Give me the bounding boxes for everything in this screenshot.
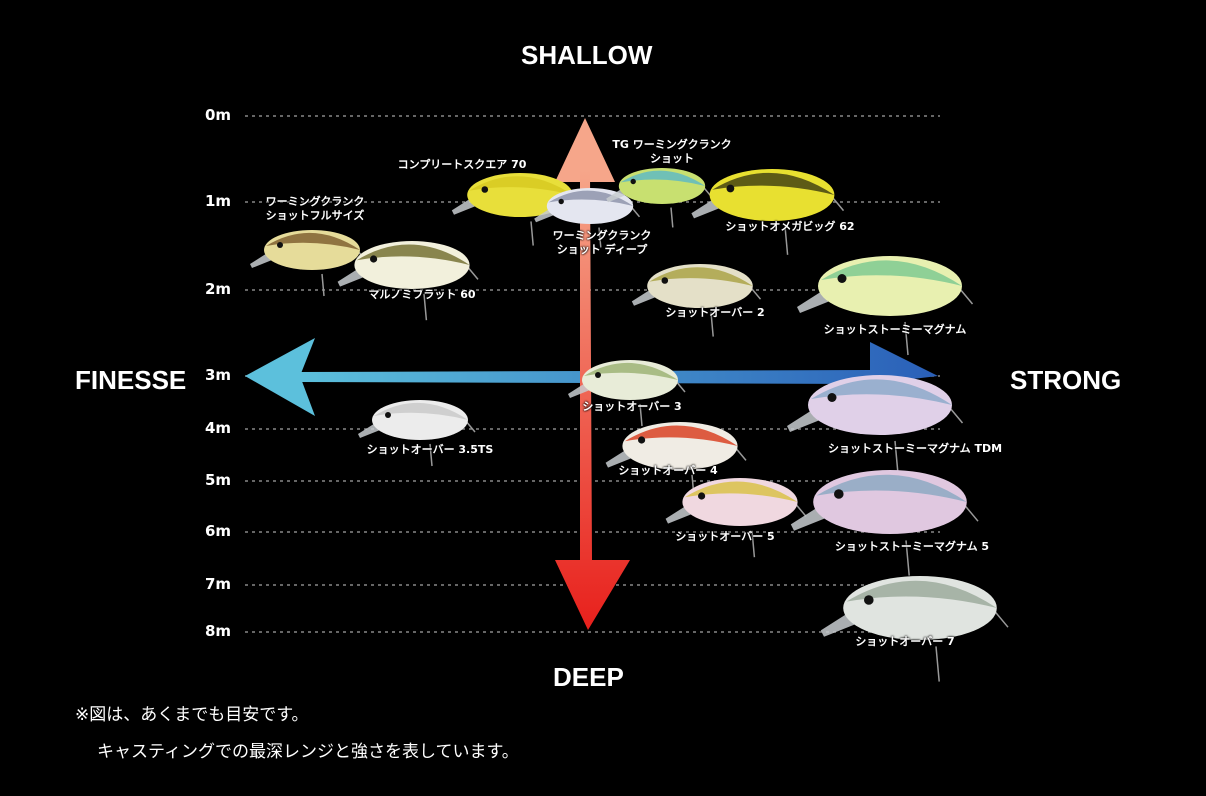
lure-image	[797, 256, 974, 356]
lure-image	[787, 375, 964, 475]
finesse-arrowhead	[245, 338, 315, 416]
lure-name-label: ショットオーバー 5	[675, 530, 775, 543]
depth-label: 2m	[205, 280, 232, 298]
lure-name-label: ショットストーミーマグナム 5	[834, 540, 990, 553]
lure-name-label: ワーミングクランク ショット ディープ	[552, 229, 652, 256]
shallow-label: SHALLOW	[521, 40, 653, 70]
lure-name-label: ショットオメガビッグ 62	[725, 220, 855, 233]
depth-label: 7m	[205, 575, 232, 593]
note-line-1: ※図は、あくまでも目安です。	[75, 705, 309, 725]
depth-label: 1m	[205, 192, 232, 210]
note-line-2: キャスティングでの最深レンジと強さを表しています。	[97, 742, 519, 762]
finesse-label: FINESSE	[75, 365, 187, 395]
lure-image	[790, 470, 979, 576]
lure-image	[358, 400, 476, 467]
depth-label: 0m	[205, 106, 232, 124]
lure-image	[820, 576, 1009, 682]
lure-name-label: ショットオーバー 4	[618, 464, 718, 477]
lure-name-label: ショットオーバー 3	[582, 400, 682, 413]
shallow-arrowhead	[555, 118, 615, 182]
lure-name-label: TG ワーミングクランク ショット	[612, 138, 732, 165]
depth-label: 5m	[205, 471, 232, 489]
lure-image	[691, 169, 845, 255]
lure-name-label: ワーミングクランク ショットフルサイズ	[265, 195, 365, 222]
deep-label: DEEP	[553, 662, 624, 692]
lure-name-label: ショットオーバー 3.5TS	[366, 443, 494, 456]
depth-label: 8m	[205, 622, 232, 640]
strong-label: STRONG	[1010, 365, 1122, 395]
lure-name-label: マルノミフラット 60	[368, 288, 476, 301]
lure-image	[605, 422, 747, 502]
lure-name-label: ショットストーミーマグナム TDM	[827, 442, 1003, 455]
lure-image	[665, 478, 807, 558]
lure-image	[337, 241, 479, 321]
lure-image	[568, 360, 686, 427]
lure-image	[606, 168, 713, 228]
lure-name-label: ショットオーバー 7	[855, 635, 955, 648]
depth-label: 6m	[205, 522, 232, 540]
lure-name-label: コンプリートスクエア 70	[397, 158, 527, 171]
strong-arrow	[300, 342, 938, 384]
lure-image	[250, 230, 368, 297]
lure-name-label: ショットストーミーマグナム	[823, 323, 967, 336]
lure-image	[631, 264, 762, 337]
depth-label: 3m	[205, 366, 232, 384]
depth-label: 4m	[205, 419, 232, 437]
lure-name-label: ショットオーバー 2	[665, 306, 765, 319]
